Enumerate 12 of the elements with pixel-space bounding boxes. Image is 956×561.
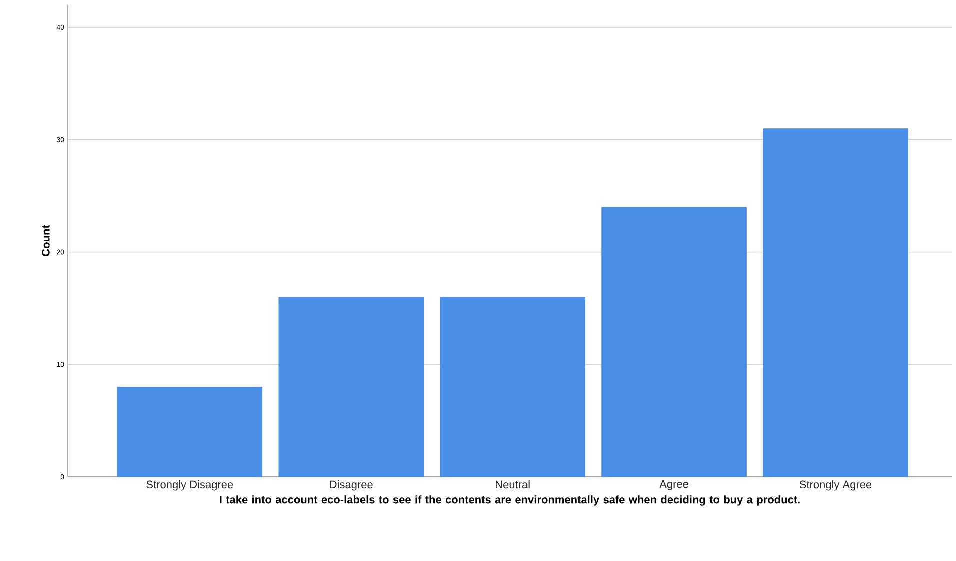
x-axis-title: I take into account eco-labels to see if the contents are environmentally safe when deciding to buy a product. xyxy=(220,496,800,506)
bar xyxy=(278,297,424,477)
bar xyxy=(602,207,747,477)
x-tick-label: Agree xyxy=(660,480,688,490)
bar xyxy=(117,387,263,477)
y-axis-title: Count xyxy=(42,225,50,256)
x-tick-label: Disagree xyxy=(330,480,373,491)
bar xyxy=(440,297,586,477)
x-tick-label: Neutral xyxy=(496,480,530,489)
x-tick-label: Strongly Disagree xyxy=(146,480,234,491)
bar xyxy=(763,128,908,477)
x-tick-label: Strongly Agree xyxy=(800,480,872,491)
